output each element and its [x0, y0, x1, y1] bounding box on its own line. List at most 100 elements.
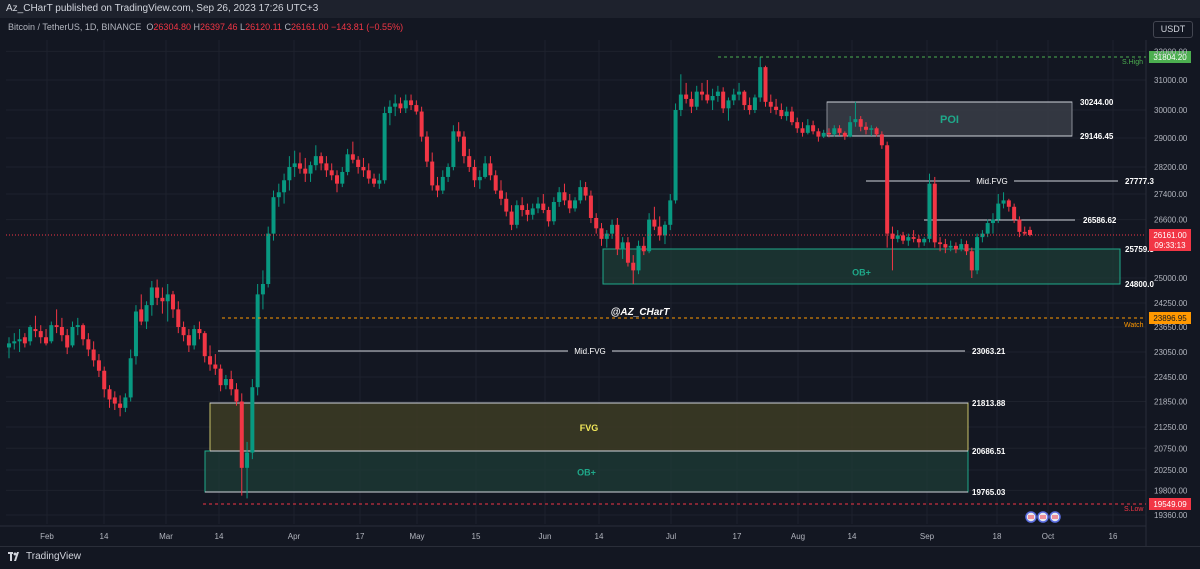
candle-body [615, 224, 620, 250]
candle-body [329, 170, 334, 176]
x-tick-label: 17 [356, 532, 365, 541]
last-price-tag [1149, 229, 1191, 251]
candle-body [668, 200, 673, 225]
candle-body [816, 131, 821, 137]
marker-label: S.High [1122, 59, 1143, 66]
candle-body [975, 237, 980, 271]
candle-body [409, 100, 414, 106]
low-label: L [240, 22, 246, 32]
x-tick-label: 14 [215, 532, 224, 541]
candle-body [996, 203, 1001, 220]
candle-body [350, 154, 355, 160]
candle-body [477, 176, 482, 181]
level-value: 26586.62 [1083, 216, 1117, 225]
candle-body [747, 105, 752, 110]
candle-body [33, 329, 38, 332]
candle-body [112, 397, 117, 404]
x-tick-label: 14 [595, 532, 604, 541]
y-tick-label: 19800.00 [1154, 486, 1188, 495]
x-tick-label: Mar [159, 532, 173, 541]
candle-body [715, 91, 720, 97]
level-value: 23063.21 [972, 347, 1006, 356]
candle-body [245, 452, 250, 468]
symbol-title[interactable]: Bitcoin / TetherUS, 1D, BINANCE [8, 22, 142, 32]
candle-body [133, 311, 138, 357]
candle-body [551, 201, 556, 222]
candle-body [276, 192, 281, 198]
candle-body [451, 131, 456, 167]
candle-body [800, 128, 805, 133]
candle-body [588, 195, 593, 218]
candle-body [59, 327, 64, 336]
zone-ob-plus [602, 248, 1121, 285]
zone-poi [826, 101, 1073, 137]
us-flag-icon [1037, 511, 1049, 523]
close-label: C [284, 22, 291, 32]
candle-body [864, 126, 869, 130]
candle-body [737, 91, 742, 95]
candle-body [319, 156, 324, 164]
candle-body [403, 100, 408, 109]
x-tick-label: 16 [1109, 532, 1118, 541]
candle-body [65, 335, 70, 348]
candle-body [562, 192, 567, 201]
candle-body [620, 242, 625, 250]
candle-body [149, 287, 154, 306]
watermark-text: @AZ_CHarT [611, 307, 671, 318]
candle-body [869, 128, 874, 130]
candle-body [684, 94, 689, 99]
marker-price-text: 19549.09 [1153, 500, 1187, 509]
y-tick-label: 32000.00 [1154, 47, 1188, 56]
candle-body [239, 401, 244, 468]
candle-body [334, 175, 339, 184]
level-value: 27777.3 [1125, 177, 1154, 186]
candle-body [705, 94, 710, 101]
tradingview-icon [8, 552, 22, 561]
candle-body [75, 325, 80, 327]
candle-body [7, 343, 11, 348]
candle-body [118, 403, 123, 408]
currency-button[interactable]: USDT [1153, 21, 1193, 38]
candle-body [911, 237, 916, 239]
candle-body [377, 180, 382, 184]
marker-price-tag [1149, 51, 1191, 63]
candle-body [123, 397, 128, 408]
candle-body [625, 242, 630, 263]
candle-body [647, 219, 652, 252]
candle-body [573, 200, 578, 209]
candle-body [483, 163, 488, 177]
candle-body [916, 238, 921, 243]
candle-body [890, 233, 895, 239]
y-tick-label: 22450.00 [1154, 373, 1188, 382]
candle-body [546, 209, 551, 222]
candle-body [906, 237, 911, 241]
candle-body [990, 219, 995, 224]
x-tick-label: Apr [288, 532, 301, 541]
candle-body [107, 389, 112, 400]
candle-body [805, 125, 810, 133]
zone-label: POI [940, 114, 959, 126]
candle-body [811, 125, 816, 132]
y-tick-label: 24250.00 [1154, 299, 1188, 308]
candle-body [837, 128, 842, 133]
candle-body [969, 251, 974, 271]
tradingview-logo[interactable]: TradingView [8, 551, 81, 562]
x-tick-label: 18 [993, 532, 1002, 541]
candle-body [181, 327, 186, 336]
x-tick-label: Feb [40, 532, 54, 541]
candle-body [38, 331, 43, 338]
candle-body [128, 358, 133, 398]
open-label: O [146, 22, 154, 32]
candle-body [525, 209, 530, 215]
candle-body [1022, 231, 1027, 234]
candle-body [594, 217, 599, 229]
y-tick-label: 28200.00 [1154, 163, 1188, 172]
open-value: 26304.80 [153, 22, 191, 32]
candle-body [604, 233, 609, 239]
candle-body [446, 167, 451, 177]
candle-body [662, 224, 667, 236]
candle-body [567, 200, 572, 209]
candle-body [155, 287, 160, 298]
candle-body [324, 163, 329, 171]
